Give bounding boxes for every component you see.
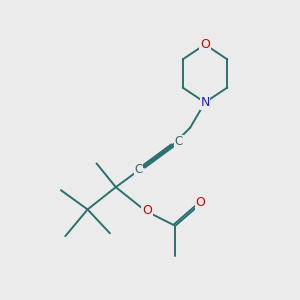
Text: O: O bbox=[200, 38, 210, 51]
Text: C: C bbox=[135, 163, 143, 176]
Text: O: O bbox=[196, 196, 206, 209]
Text: C: C bbox=[175, 136, 183, 148]
Text: O: O bbox=[142, 204, 152, 218]
Text: N: N bbox=[200, 96, 210, 109]
